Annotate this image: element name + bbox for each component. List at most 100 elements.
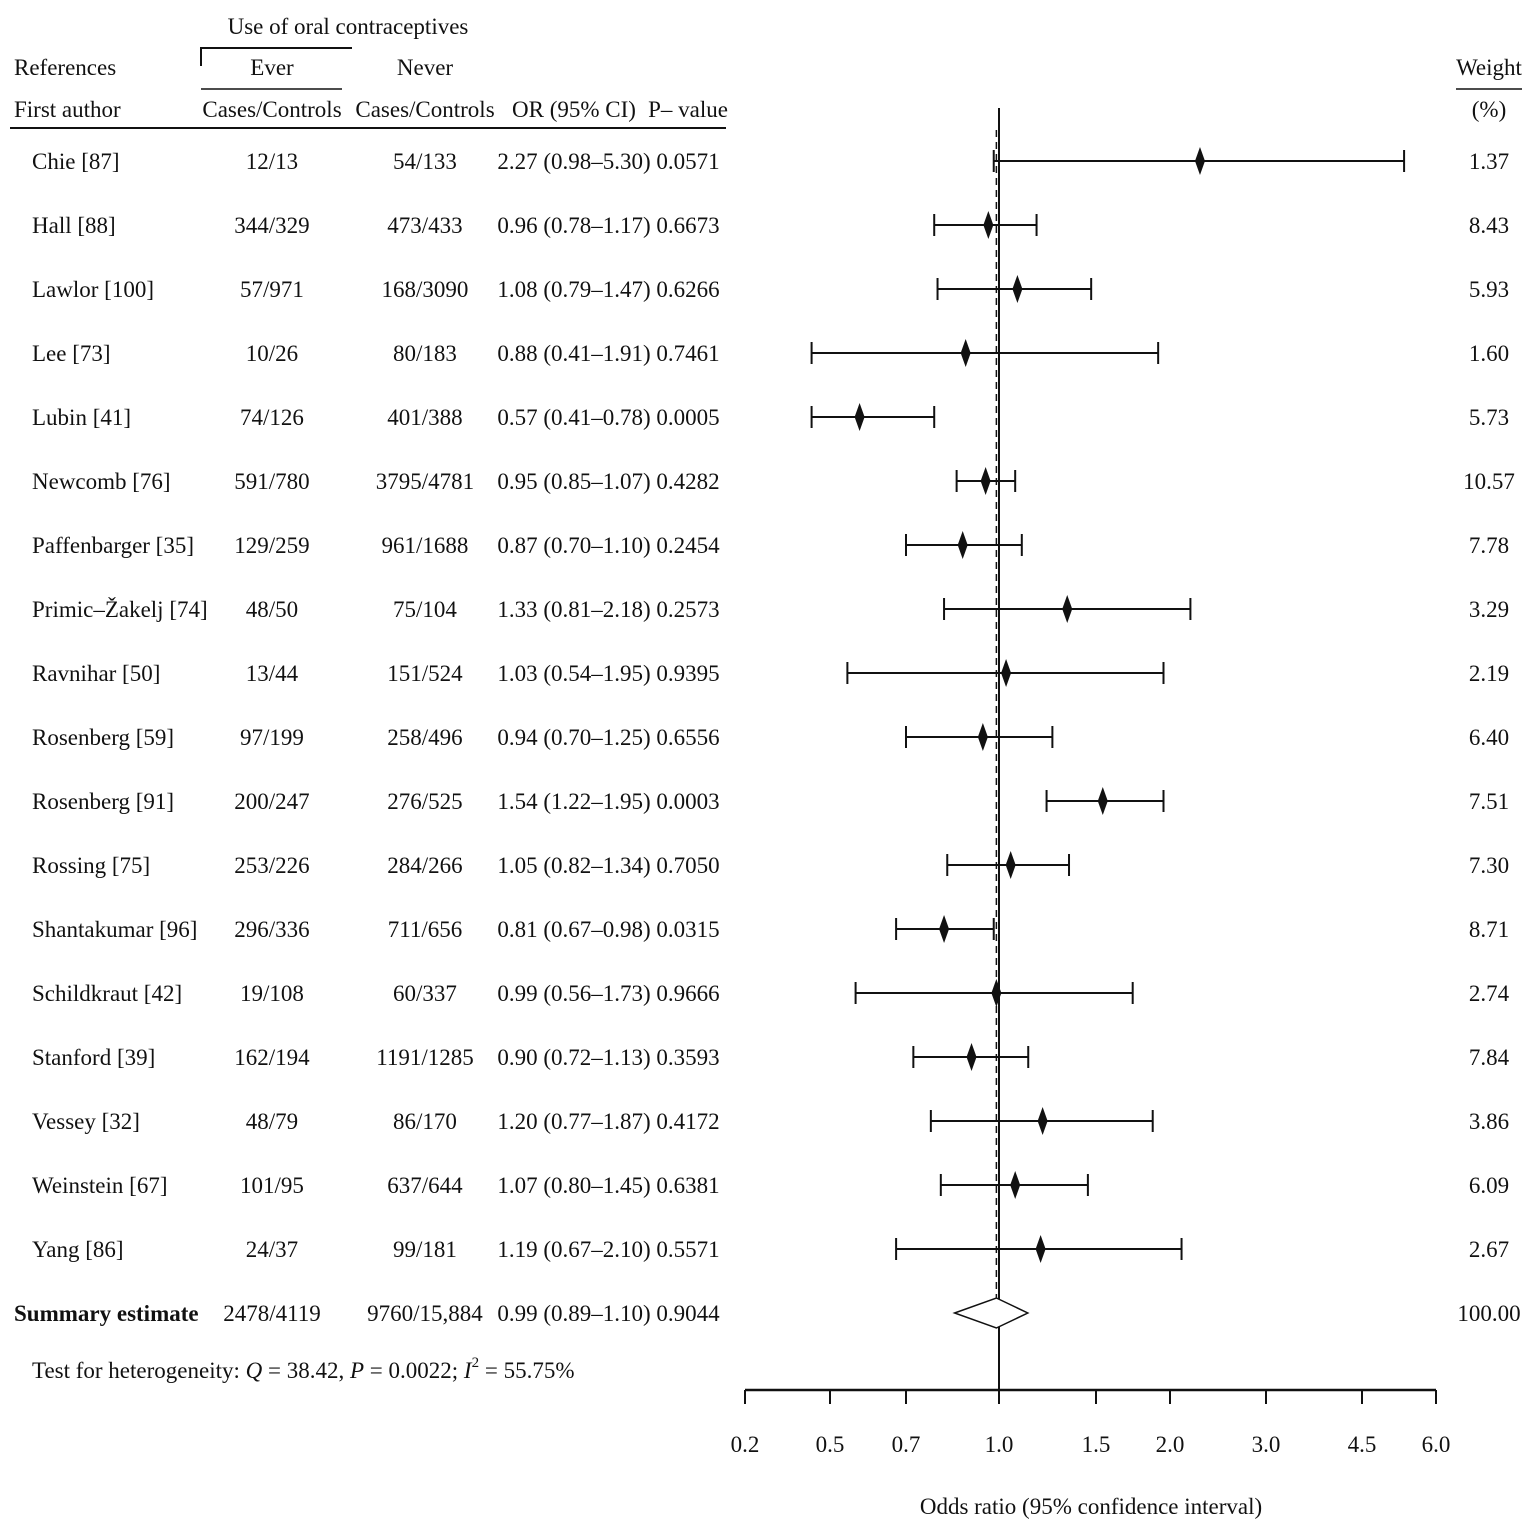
study-2-or-ci: 1.08 (0.79–1.47) bbox=[497, 277, 650, 302]
study-11-ever: 253/226 bbox=[234, 853, 309, 878]
summary-diamond bbox=[952, 1297, 1030, 1329]
study-10-ever: 200/247 bbox=[234, 789, 309, 814]
study-17-author: Yang [86] bbox=[32, 1237, 124, 1262]
header-or-ci: OR (95% CI) bbox=[512, 97, 636, 122]
study-13-never: 60/337 bbox=[393, 981, 457, 1006]
point-estimate-diamond bbox=[939, 915, 950, 943]
study-7-ever: 48/50 bbox=[246, 597, 298, 622]
study-14-p-value: 0.3593 bbox=[656, 1045, 719, 1070]
study-7-weight: 3.29 bbox=[1469, 597, 1509, 622]
summary-never: 9760/15,884 bbox=[367, 1301, 483, 1326]
study-15-or-ci: 1.20 (0.77–1.87) bbox=[497, 1109, 650, 1134]
summary-author: Summary estimate bbox=[14, 1301, 199, 1326]
study-13-p-value: 0.9666 bbox=[656, 981, 719, 1006]
study-8-ever: 13/44 bbox=[246, 661, 299, 686]
study-1-or-ci: 0.96 (0.78–1.17) bbox=[497, 213, 650, 238]
study-16-weight: 6.09 bbox=[1469, 1173, 1509, 1198]
point-estimate-diamond bbox=[854, 403, 865, 431]
study-6-ever: 129/259 bbox=[234, 533, 309, 558]
header-references: References bbox=[14, 55, 116, 80]
study-8-or-ci: 1.03 (0.54–1.95) bbox=[497, 661, 650, 686]
study-9-author: Rosenberg [59] bbox=[32, 725, 174, 750]
study-8-weight: 2.19 bbox=[1469, 661, 1509, 686]
study-9-p-value: 0.6556 bbox=[656, 725, 719, 750]
study-15-never: 86/170 bbox=[393, 1109, 457, 1134]
heterogeneity-text: Test for heterogeneity: Q = 38.42, P = 0… bbox=[32, 1355, 574, 1383]
header-group-bracket bbox=[200, 47, 352, 66]
study-1-never: 473/433 bbox=[387, 213, 462, 238]
x-tick-label: 4.5 bbox=[1348, 1432, 1377, 1457]
study-9-ever: 97/199 bbox=[240, 725, 304, 750]
study-3-p-value: 0.7461 bbox=[656, 341, 719, 366]
study-8-p-value: 0.9395 bbox=[656, 661, 719, 686]
study-16-p-value: 0.6381 bbox=[656, 1173, 719, 1198]
study-2-author: Lawlor [100] bbox=[32, 277, 154, 302]
study-17-or-ci: 1.19 (0.67–2.10) bbox=[497, 1237, 650, 1262]
x-tick-label: 0.2 bbox=[731, 1432, 760, 1457]
plot-marks bbox=[810, 108, 1406, 1390]
study-rows: Chie [87] 12/13 54/133 2.27 (0.98–5.30) 0.05… bbox=[14, 149, 1521, 1326]
study-2-weight: 5.93 bbox=[1469, 277, 1509, 302]
header-weight-unit: (%) bbox=[1472, 97, 1506, 122]
study-7-never: 75/104 bbox=[393, 597, 457, 622]
study-13-or-ci: 0.99 (0.56–1.73) bbox=[497, 981, 650, 1006]
point-estimate-diamond bbox=[1010, 1171, 1021, 1199]
study-4-or-ci: 0.57 (0.41–0.78) bbox=[497, 405, 650, 430]
summary-p-value: 0.9044 bbox=[656, 1301, 720, 1326]
point-estimate-diamond bbox=[960, 339, 971, 367]
point-estimate-diamond bbox=[983, 211, 994, 239]
study-3-ever: 10/26 bbox=[246, 341, 298, 366]
point-estimate-diamond bbox=[977, 723, 988, 751]
study-3-never: 80/183 bbox=[393, 341, 457, 366]
study-10-p-value: 0.0003 bbox=[656, 789, 719, 814]
study-6-author: Paffenbarger [35] bbox=[32, 533, 194, 558]
study-4-weight: 5.73 bbox=[1469, 405, 1509, 430]
study-0-ever: 12/13 bbox=[246, 149, 298, 174]
x-tick-label: 3.0 bbox=[1252, 1432, 1281, 1457]
study-17-weight: 2.67 bbox=[1469, 1237, 1509, 1262]
study-12-author: Shantakumar [96] bbox=[32, 917, 197, 942]
point-estimate-diamond bbox=[1194, 147, 1205, 175]
study-8-never: 151/524 bbox=[387, 661, 463, 686]
point-estimate-diamond bbox=[1097, 787, 1108, 815]
header-first-author: First author bbox=[14, 97, 121, 122]
study-5-or-ci: 0.95 (0.85–1.07) bbox=[497, 469, 650, 494]
x-axis: 0.2 0.5 0.7 1.0 1.5 2.0 3.0 4.5 6.0 bbox=[731, 1388, 1450, 1457]
study-7-or-ci: 1.33 (0.81–2.18) bbox=[497, 597, 650, 622]
study-6-or-ci: 0.87 (0.70–1.10) bbox=[497, 533, 650, 558]
study-16-author: Weinstein [67] bbox=[32, 1173, 167, 1198]
study-8-author: Ravnihar [50] bbox=[32, 661, 160, 686]
x-tick-label: 2.0 bbox=[1156, 1432, 1185, 1457]
study-15-author: Vessey [32] bbox=[32, 1109, 140, 1134]
study-12-weight: 8.71 bbox=[1469, 917, 1509, 942]
x-tick-label: 1.0 bbox=[985, 1432, 1014, 1457]
study-2-ever: 57/971 bbox=[240, 277, 304, 302]
header-never-cases-controls: Cases/Controls bbox=[355, 97, 494, 122]
header-ever: Ever bbox=[250, 55, 294, 80]
study-15-p-value: 0.4172 bbox=[656, 1109, 719, 1134]
study-6-p-value: 0.2454 bbox=[656, 533, 720, 558]
summary-ever: 2478/4119 bbox=[223, 1301, 321, 1326]
study-14-author: Stanford [39] bbox=[32, 1045, 155, 1070]
study-9-or-ci: 0.94 (0.70–1.25) bbox=[497, 725, 650, 750]
point-estimate-diamond bbox=[966, 1043, 977, 1071]
study-16-or-ci: 1.07 (0.80–1.45) bbox=[497, 1173, 650, 1198]
study-10-never: 276/525 bbox=[387, 789, 462, 814]
x-tick-label: 0.5 bbox=[816, 1432, 845, 1457]
study-1-ever: 344/329 bbox=[234, 213, 309, 238]
study-0-never: 54/133 bbox=[393, 149, 457, 174]
study-13-author: Schildkraut [42] bbox=[32, 981, 182, 1006]
header-never: Never bbox=[397, 55, 454, 80]
study-11-never: 284/266 bbox=[387, 853, 462, 878]
study-5-author: Newcomb [76] bbox=[32, 469, 171, 494]
study-0-author: Chie [87] bbox=[32, 149, 120, 174]
point-estimate-diamond bbox=[1035, 1235, 1046, 1263]
x-tick-label: 0.7 bbox=[892, 1432, 921, 1457]
study-4-author: Lubin [41] bbox=[32, 405, 131, 430]
study-12-p-value: 0.0315 bbox=[656, 917, 719, 942]
study-12-ever: 296/336 bbox=[234, 917, 309, 942]
study-4-ever: 74/126 bbox=[240, 405, 304, 430]
study-12-never: 711/656 bbox=[388, 917, 463, 942]
study-3-author: Lee [73] bbox=[32, 341, 111, 366]
study-17-ever: 24/37 bbox=[246, 1237, 298, 1262]
